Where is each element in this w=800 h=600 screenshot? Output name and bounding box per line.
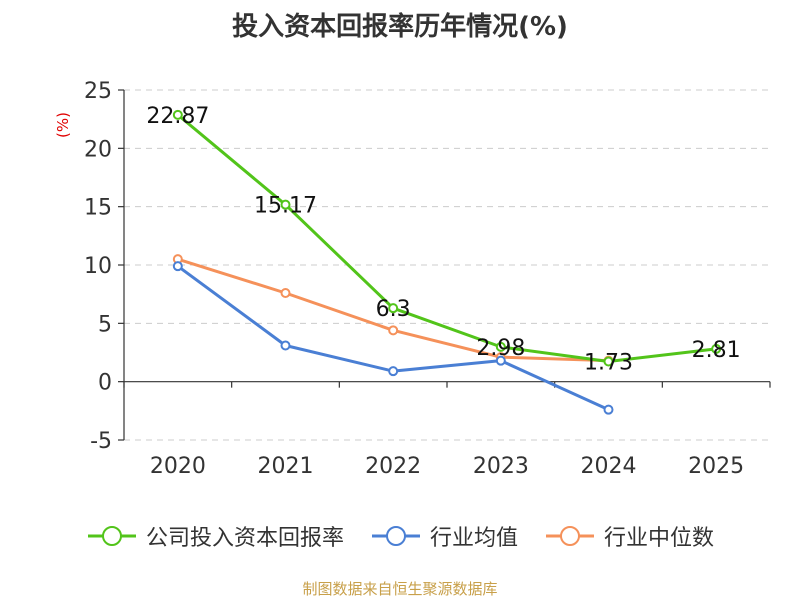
x-tick-label: 2020 [150,454,206,479]
y-tick-label: 0 [98,371,112,396]
data-labels: 22.87 15.17 6.3 2.98 1.73 2.81 [146,104,740,376]
legend-item[interactable]: 行业中位数 [544,520,714,552]
data-point [711,343,722,354]
data-point [280,199,291,210]
legend-item[interactable]: 行业均值 [370,520,518,552]
legend-swatch [546,526,594,546]
data-point [603,356,614,367]
legend: 公司投入资本回报率 行业均值 行业中位数 [0,520,800,552]
data-point [603,404,614,415]
data-point [280,340,291,351]
series-line [176,113,717,363]
series-line [176,264,610,412]
source-note: 制图数据来自恒生聚源数据库 [302,580,498,598]
x-tick-label: 2023 [473,454,529,479]
data-point [280,288,291,298]
data-label: 2.98 [476,336,525,361]
legend-swatch-marker [385,526,406,546]
data-point [495,355,506,366]
data-label: 1.73 [584,350,633,375]
x-tick-label: 2021 [258,454,314,479]
y-tick-label: 15 [84,196,112,221]
legend-swatch [87,526,136,546]
series-lines [172,109,722,415]
legend-swatch [371,526,420,546]
legend-swatch-marker [101,526,122,546]
y-tick-label: -5 [90,429,112,454]
data-label: 6.3 [376,297,411,322]
chart-title: 投入资本回报率历年情况(%) [232,12,568,42]
y-tick-label: 10 [84,254,112,279]
data-point [388,366,399,377]
data-point [388,303,399,314]
x-tick-label: 2025 [688,454,744,479]
y-tick-label: 25 [84,79,112,104]
data-label: 22.87 [146,104,209,129]
data-label: 2.81 [692,338,741,363]
legend-label: 行业均值 [429,526,518,551]
legend-label: 行业中位数 [604,526,715,551]
y-tick-label: 5 [98,312,112,337]
legend-item[interactable]: 公司投入资本回报率 [86,520,344,552]
x-tick-label: 2022 [365,454,421,479]
legend-swatch-marker [560,526,580,546]
legend-label: 公司投入资本回报率 [145,526,344,551]
grid-lines [124,89,770,441]
data-point [172,261,183,272]
data-point [388,325,399,336]
data-point [172,109,183,120]
data-label: 15.17 [254,194,317,219]
x-tick-label: 2024 [581,454,637,479]
data-point [495,341,506,352]
y-tick-label: 20 [84,137,112,162]
